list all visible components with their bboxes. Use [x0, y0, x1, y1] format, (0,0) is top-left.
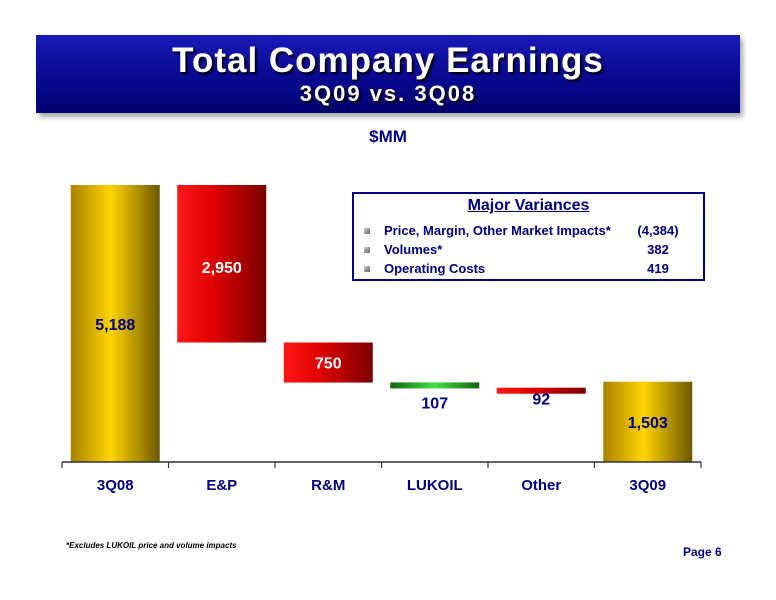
bullet-icon	[364, 247, 370, 253]
page-number: Page 6	[683, 545, 722, 559]
bullet-icon	[364, 228, 370, 234]
x-tick-label: 3Q09	[629, 477, 666, 494]
variance-row: Volumes* 382	[364, 242, 693, 262]
major-variances-box: Major Variances Price, Margin, Other Mar…	[352, 192, 705, 281]
bar-other	[496, 387, 586, 394]
data-label: 107	[421, 395, 448, 412]
units-label: $MM	[369, 127, 407, 146]
page-title: Total Company Earnings	[172, 41, 604, 80]
variance-label: Price, Margin, Other Market Impacts*	[384, 223, 611, 238]
bar-r-m	[283, 342, 373, 383]
bar-3q09	[603, 381, 693, 462]
page-subtitle: 3Q09 vs. 3Q08	[299, 81, 477, 106]
x-tick-label: Other	[521, 477, 561, 494]
bullet-icon	[364, 266, 370, 272]
title-banner: Total Company Earnings 3Q09 vs. 3Q08	[36, 35, 740, 113]
data-label: 92	[532, 392, 550, 409]
variance-value: 419	[647, 261, 669, 276]
bar-lukoil	[390, 382, 480, 389]
x-tick-label: LUKOIL	[407, 477, 463, 494]
data-label: 1,503	[628, 415, 668, 432]
variance-row: Operating Costs 419	[364, 261, 693, 281]
bar-3q08	[70, 185, 160, 462]
variance-label: Operating Costs	[384, 261, 486, 276]
bar-e-p	[177, 185, 267, 343]
variance-value: (4,384)	[637, 223, 679, 238]
major-variances-title: Major Variances	[467, 197, 590, 214]
variance-row: Price, Margin, Other Market Impacts* (4,…	[364, 223, 693, 243]
data-label: 2,950	[202, 260, 242, 277]
data-label: 750	[315, 356, 342, 373]
data-label: 5,188	[95, 317, 135, 334]
variance-value: 382	[647, 242, 669, 257]
variance-label: Volumes*	[384, 242, 443, 257]
x-tick-label: E&P	[206, 477, 237, 494]
footnote: *Excludes LUKOIL price and volume impact…	[66, 541, 237, 550]
x-tick-label: 3Q08	[97, 477, 134, 494]
x-tick-label: R&M	[311, 477, 345, 494]
